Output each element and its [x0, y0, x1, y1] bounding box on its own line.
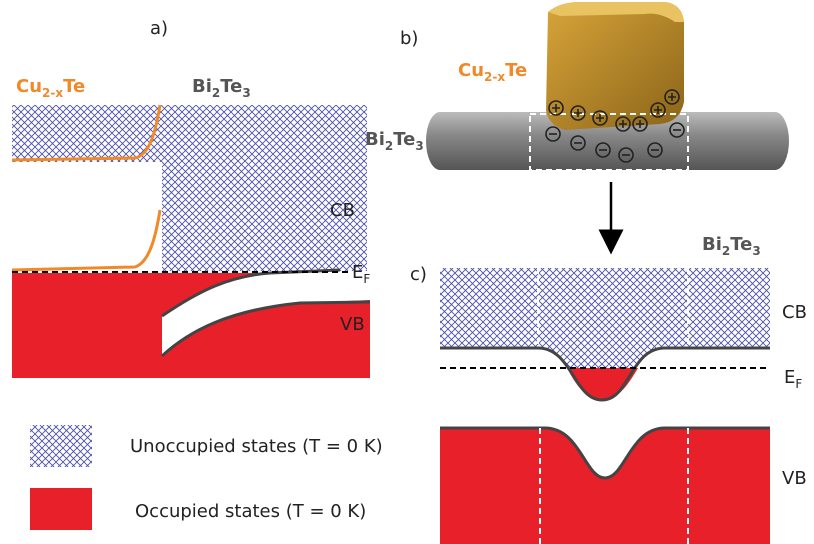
- text-part: E: [352, 262, 363, 283]
- text-part: 3: [242, 86, 250, 100]
- legend: Unoccupied states (T = 0 K) Occupied sta…: [30, 425, 383, 530]
- text-part: Te: [220, 76, 242, 97]
- panel-label: c): [410, 264, 427, 285]
- text-part: 2-x: [42, 86, 63, 100]
- panel-a: a) Cu2-xTe Bi2Te3 CB EF VB: [12, 18, 370, 378]
- text-part: Te: [505, 60, 527, 81]
- legend-swatch: [30, 425, 92, 467]
- legend-swatch: [30, 488, 92, 530]
- text-part: Te: [730, 234, 752, 255]
- text-part: Te: [393, 129, 415, 150]
- text-part: 2: [722, 244, 730, 258]
- text-part: 2-x: [484, 70, 505, 84]
- panel-b: b) Cu2-xTe Bi2Te3: [365, 2, 789, 242]
- unoccupied-region: [162, 105, 367, 271]
- diagram: a) Cu2-xTe Bi2Te3 CB EF VB Unoccupied st…: [0, 0, 814, 544]
- text-part: Bi: [365, 129, 385, 150]
- material-label: Cu2-xTe: [458, 60, 527, 84]
- band-label: EF: [352, 262, 370, 286]
- orange-edge: [12, 210, 160, 270]
- panel-label: a): [150, 18, 168, 39]
- text-part: Bi: [192, 76, 212, 97]
- material-label: Cu2-xTe: [16, 76, 85, 100]
- unoccupied-region: [12, 105, 162, 162]
- text-part: 2: [212, 86, 220, 100]
- band-label: CB: [782, 302, 807, 323]
- panel-c: c) Bi2Te3 CB EF VB: [410, 234, 807, 544]
- occupied-region: [440, 428, 770, 544]
- text-part: F: [363, 272, 370, 286]
- material-label: Bi2Te3: [702, 234, 761, 258]
- panel-label: b): [400, 28, 418, 49]
- band-label: VB: [340, 314, 365, 335]
- text-part: E: [784, 367, 795, 388]
- band-label: VB: [782, 468, 807, 489]
- text-part: Cu: [16, 76, 42, 97]
- band-label: EF: [784, 367, 802, 391]
- text-part: Cu: [458, 60, 484, 81]
- material-label: Bi2Te3: [365, 129, 424, 153]
- text-part: Te: [63, 76, 85, 97]
- band-label: CB: [330, 200, 355, 221]
- text-part: F: [795, 377, 802, 391]
- text-part: 3: [415, 139, 423, 153]
- text-part: 2: [385, 139, 393, 153]
- legend-text: Unoccupied states (T = 0 K): [130, 436, 383, 457]
- material-label: Bi2Te3: [192, 76, 251, 100]
- text-part: 3: [752, 244, 760, 258]
- text-part: Bi: [702, 234, 722, 255]
- legend-text: Occupied states (T = 0 K): [135, 501, 366, 522]
- cube: [546, 2, 684, 130]
